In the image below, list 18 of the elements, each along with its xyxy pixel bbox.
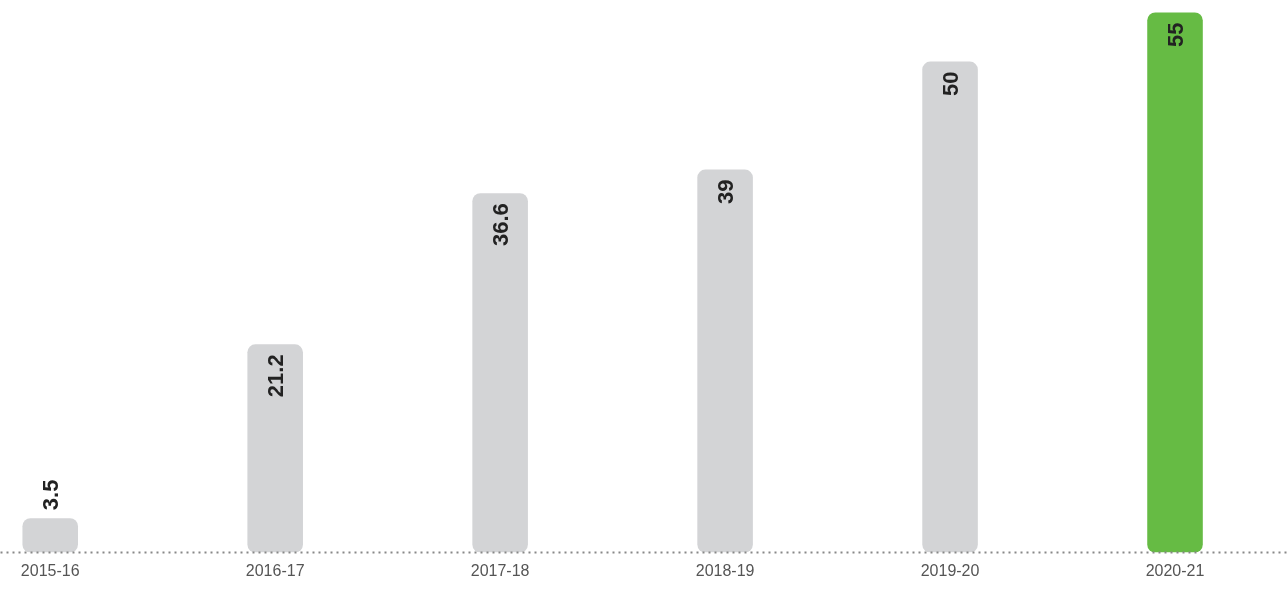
data-label: 55	[1162, 22, 1188, 47]
data-label: 36.6	[487, 203, 513, 246]
bar	[247, 344, 303, 553]
x-tick-label: 2016-17	[245, 561, 305, 579]
bar	[472, 193, 528, 553]
data-label: 39	[712, 179, 738, 205]
x-tick-label: 2019-20	[920, 561, 980, 579]
x-tick-label: 2020-21	[1145, 561, 1205, 579]
data-label: 3.5	[37, 479, 63, 511]
bar	[1147, 12, 1203, 553]
x-tick-label: 2015-16	[20, 561, 80, 579]
bar	[22, 518, 78, 553]
x-tick-label: 2017-18	[470, 561, 530, 579]
bar	[922, 61, 978, 553]
x-tick-label: 2018-19	[695, 561, 755, 579]
bar	[697, 169, 753, 553]
data-label: 50	[937, 71, 963, 97]
data-label: 21.2	[262, 354, 288, 398]
